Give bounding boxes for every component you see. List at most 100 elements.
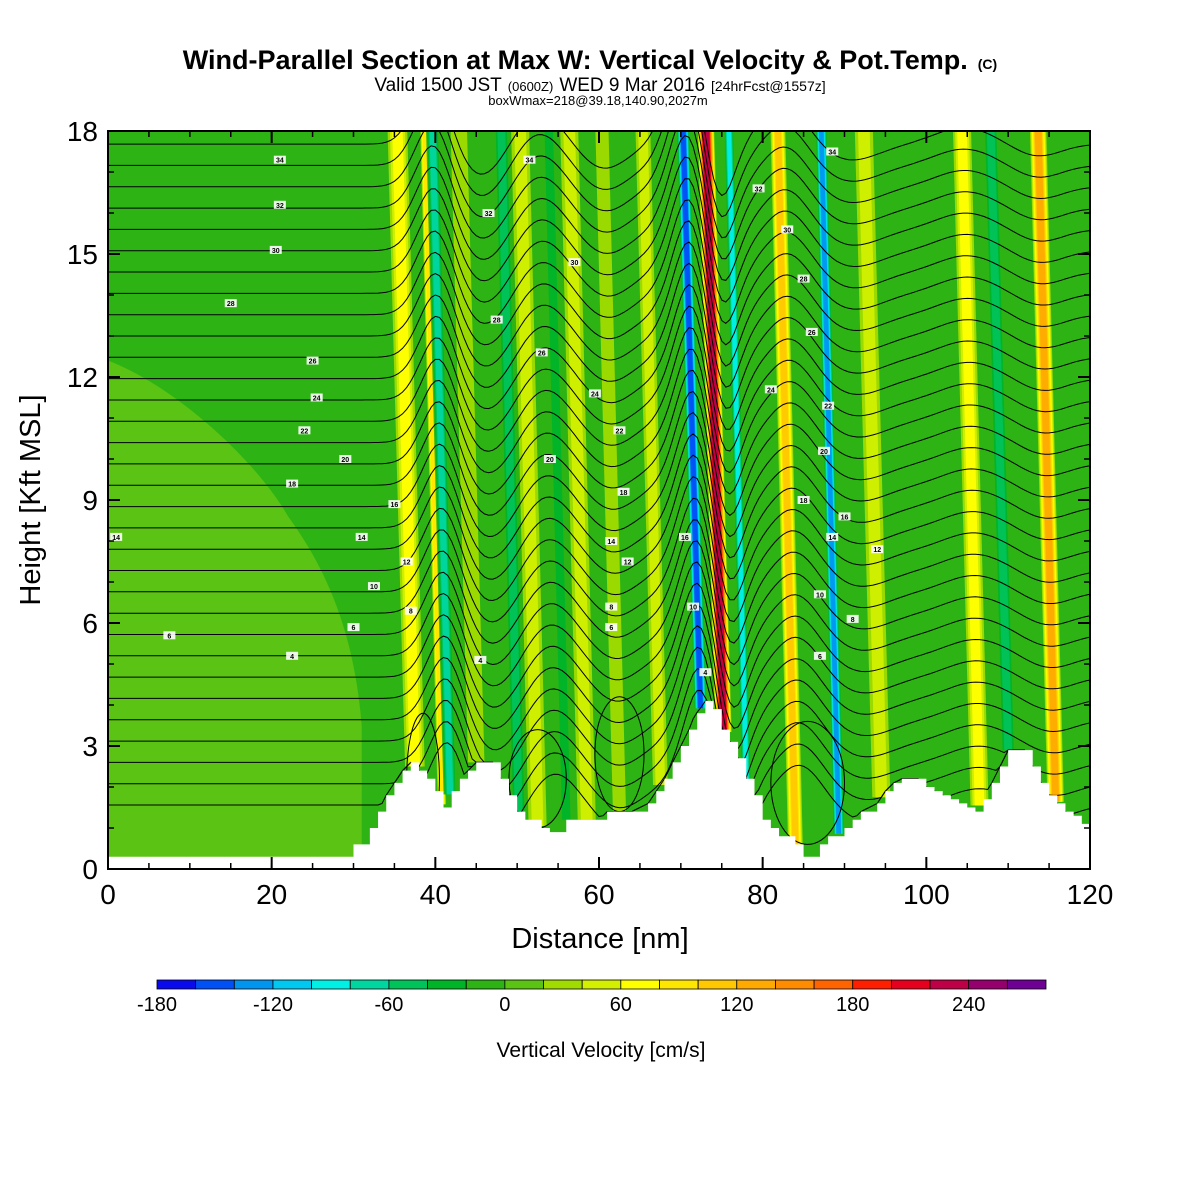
svg-text:18: 18 (288, 482, 296, 489)
svg-text:24: 24 (767, 387, 775, 394)
colorbar-swatch (581, 979, 622, 990)
svg-text:16: 16 (841, 514, 849, 521)
colorbar (156, 979, 1047, 990)
svg-text:32: 32 (755, 186, 763, 193)
svg-text:4: 4 (478, 658, 482, 665)
contour-label: 26 (805, 327, 818, 337)
y-tick-label: 15 (67, 239, 98, 270)
svg-text:8: 8 (851, 617, 855, 624)
svg-text:34: 34 (526, 158, 534, 165)
contour-label: 34 (273, 155, 286, 165)
chart-subtitle: Valid 1500 JST (0600Z) WED 9 Mar 2016 [24hr… (374, 75, 825, 96)
theta-contour (108, 262, 1090, 409)
x-tick-label: 40 (420, 879, 451, 910)
plot-area: 34 32 30 28 26 24 22 20 18 16 14 14 12 10 8 6 6 4 4 34 32 30 2… (108, 131, 1090, 869)
svg-text:22: 22 (824, 404, 832, 411)
colorbar-title: Vertical Velocity [cm/s] (497, 1039, 706, 1062)
contour-label: 24 (764, 385, 777, 394)
theta-contour (108, 241, 1090, 388)
contour-label: 22 (613, 426, 626, 435)
svg-text:28: 28 (800, 277, 808, 284)
theta-contour (108, 519, 1090, 666)
colorbar-swatch (233, 979, 274, 990)
colorbar-tick-label: 180 (836, 994, 869, 1016)
contour-label: 6 (163, 631, 176, 640)
colorbar-tick-label: 240 (952, 994, 985, 1016)
contour-label: 20 (339, 455, 352, 464)
contour-label: 4 (699, 668, 712, 677)
y-tick-label: 12 (67, 362, 98, 393)
svg-text:10: 10 (816, 592, 824, 599)
contour-label: 12 (871, 545, 884, 554)
x-axis: 0 20 40 60 80 100 120 (100, 131, 1113, 910)
theta-contour (108, 348, 1090, 495)
theta-contour (108, 497, 1090, 644)
svg-text:32: 32 (276, 203, 284, 210)
contour-label: 18 (286, 479, 299, 489)
theta-contour (108, 603, 1090, 750)
contour-label: 10 (367, 582, 380, 591)
svg-text:26: 26 (309, 359, 317, 366)
svg-text:6: 6 (167, 633, 171, 640)
contour-label: 18 (617, 487, 630, 497)
light-green-zone (108, 360, 362, 869)
colorbar-tick-label: 60 (610, 994, 632, 1016)
contour-label: 14 (605, 537, 618, 546)
contour-label: 8 (605, 602, 618, 612)
svg-text:6: 6 (818, 654, 822, 661)
contour-label: 24 (310, 393, 323, 403)
colorbar-swatch (852, 979, 892, 990)
contour-label: 30 (269, 245, 282, 255)
colorbar-tick-label: -60 (374, 994, 403, 1016)
theta-contour (108, 284, 1090, 430)
svg-text:20: 20 (546, 457, 554, 464)
colorbar-labels: -180 -120 -60 0 60 120 180 240 (137, 994, 985, 1016)
contour-label: 8 (846, 614, 859, 624)
svg-text:28: 28 (493, 318, 501, 325)
colorbar-swatch (620, 979, 660, 990)
svg-text:28: 28 (227, 301, 235, 308)
contour-label: 4 (286, 651, 299, 661)
theta-contour (108, 390, 1090, 538)
updraft-band-5-level-0 (595, 131, 627, 812)
contour-label: 10 (687, 602, 700, 612)
updraft-band-9-level-1 (858, 131, 888, 798)
colorbar-swatch (929, 979, 970, 990)
svg-text:30: 30 (783, 227, 791, 234)
contour-label: 14 (355, 532, 368, 542)
colorbar-swatch (697, 979, 738, 990)
chart-title: Wind-Parallel Section at Max W: Vertical… (183, 45, 997, 75)
theta-contour (108, 220, 1090, 367)
svg-text:14: 14 (358, 535, 366, 542)
theta-contour (108, 199, 1090, 346)
svg-text:20: 20 (820, 449, 828, 456)
updraft-band-6-level-1 (638, 131, 666, 785)
contour-label: 10 (813, 590, 826, 599)
svg-text:18: 18 (800, 498, 808, 505)
colorbar-swatch (659, 979, 699, 990)
theta-contour (108, 582, 1090, 729)
contour-label: 20 (818, 446, 831, 456)
updraft-band-11-level-5 (1034, 131, 1060, 802)
theta-contour (108, 131, 1090, 239)
downdraft-band-5-level-6 (818, 131, 842, 834)
y-axis-title: Height [Kft MSL] (15, 394, 47, 605)
updraft-band-1-level-3 (422, 131, 444, 805)
contour-label: 12 (400, 557, 413, 567)
svg-text:4: 4 (290, 654, 294, 661)
svg-text:24: 24 (313, 396, 321, 403)
x-tick-label: 60 (583, 879, 614, 910)
svg-text:10: 10 (689, 605, 697, 612)
colorbar-swatch (968, 979, 1008, 990)
colorbar-swatch (272, 979, 313, 990)
downdraft-band-0-level-3 (429, 131, 454, 795)
svg-text:26: 26 (538, 350, 546, 357)
contour-label: 6 (347, 623, 360, 632)
colorbar-swatch (156, 979, 197, 990)
chart-boxinfo: boxWmax=218@39.18,140.90,2027m (488, 93, 708, 108)
svg-text:16: 16 (681, 535, 689, 542)
y-tick-label: 18 (67, 116, 98, 147)
svg-text:14: 14 (112, 535, 120, 542)
contour-label: 28 (490, 315, 503, 325)
contour-label: 34 (523, 155, 536, 165)
